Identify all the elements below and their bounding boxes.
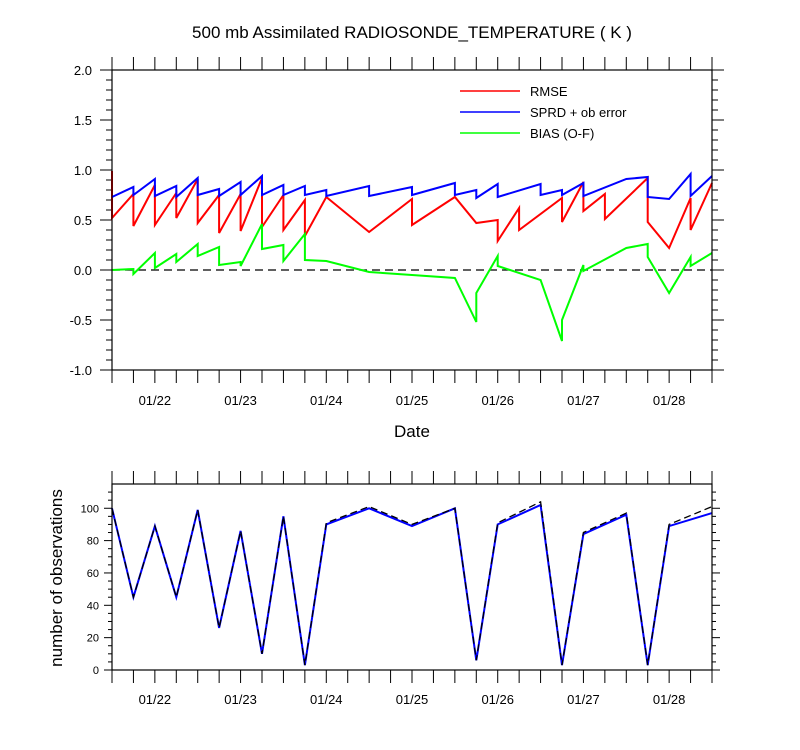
observations-dashed-line <box>111 500 713 666</box>
series-line-sprd-ob-error <box>111 171 713 201</box>
bottom-series <box>111 500 713 666</box>
y-tick-label: 2.0 <box>74 63 92 78</box>
legend-label: SPRD + ob error <box>530 105 627 120</box>
y-tick-label: 20 <box>87 633 99 645</box>
x-tick-label: 01/25 <box>396 393 429 408</box>
series-line-bias-o-f <box>111 223 713 342</box>
top-y-tick-labels: 2.0 1.5 1.0 0.5 0.0 -0.5 -1.0 <box>70 63 92 378</box>
top-series <box>111 171 713 342</box>
chart-title: 500 mb Assimilated RADIOSONDE_TEMPERATUR… <box>192 23 632 42</box>
y-tick-label: 0.0 <box>74 263 92 278</box>
x-tick-label: 01/24 <box>310 692 343 707</box>
series-line-rmse <box>111 171 713 250</box>
y-tick-label: 80 <box>87 536 99 548</box>
legend: RMSE SPRD + ob error BIAS (O-F) <box>460 84 627 141</box>
observations-solid-line <box>111 503 713 666</box>
legend-label: RMSE <box>530 84 568 99</box>
bottom-x-tick-labels: 01/22 01/23 01/24 01/25 01/26 01/27 01/28 <box>139 692 686 707</box>
y-tick-label: 60 <box>87 568 99 580</box>
x-tick-label: 01/22 <box>139 393 172 408</box>
y-tick-label: 0.5 <box>74 213 92 228</box>
x-tick-label: 01/23 <box>224 692 257 707</box>
x-tick-label: 01/26 <box>481 692 514 707</box>
y-tick-label: 40 <box>87 600 99 612</box>
x-tick-label: 01/27 <box>567 692 600 707</box>
x-tick-label: 01/22 <box>139 692 172 707</box>
y-axis-title: number of observations <box>47 489 66 667</box>
top-ticks <box>100 57 724 383</box>
x-tick-label: 01/23 <box>224 393 257 408</box>
top-plot-frame <box>111 69 713 371</box>
top-x-tick-labels: 01/22 01/23 01/24 01/25 01/26 01/27 01/28 <box>139 393 686 408</box>
x-tick-label: 01/26 <box>481 393 514 408</box>
bottom-plot-frame <box>111 483 713 671</box>
top-panel: 500 mb Assimilated RADIOSONDE_TEMPERATUR… <box>70 23 724 441</box>
bottom-ticks <box>104 471 720 683</box>
x-axis-title: Date <box>394 422 430 441</box>
y-tick-label: 100 <box>81 503 99 515</box>
bottom-y-tick-labels: 100 80 60 40 20 0 <box>81 503 99 677</box>
y-tick-label: -0.5 <box>70 313 92 328</box>
x-tick-label: 01/27 <box>567 393 600 408</box>
y-tick-label: 1.0 <box>74 163 92 178</box>
y-tick-label: 1.5 <box>74 113 92 128</box>
legend-label: BIAS (O-F) <box>530 126 594 141</box>
x-tick-label: 01/28 <box>653 393 686 408</box>
x-tick-label: 01/24 <box>310 393 343 408</box>
y-tick-label: -1.0 <box>70 363 92 378</box>
x-tick-label: 01/28 <box>653 692 686 707</box>
x-tick-label: 01/25 <box>396 692 429 707</box>
y-tick-label: 0 <box>93 665 99 677</box>
